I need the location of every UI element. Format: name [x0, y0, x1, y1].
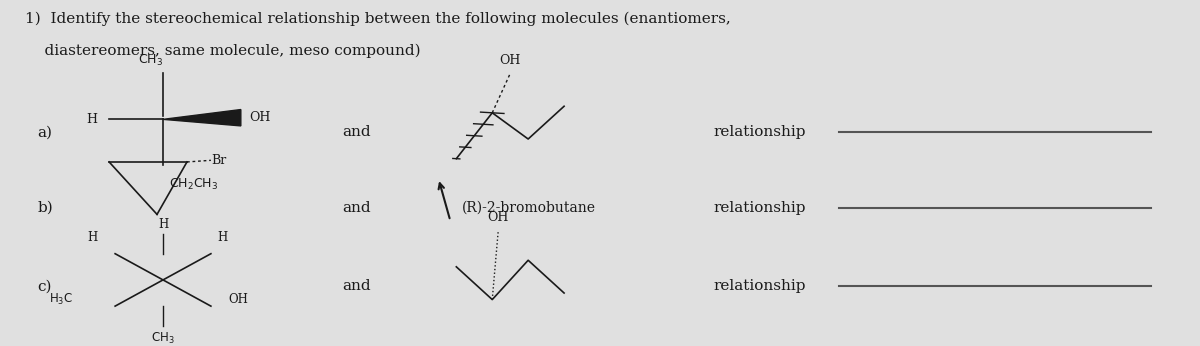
Text: H: H — [86, 113, 97, 126]
Text: $\mathsf{CH_3}$: $\mathsf{CH_3}$ — [138, 53, 163, 68]
Text: 1)  Identify the stereochemical relationship between the following molecules (en: 1) Identify the stereochemical relations… — [25, 11, 731, 26]
Text: OH: OH — [487, 211, 509, 224]
Text: Br: Br — [211, 154, 226, 167]
Text: and: and — [342, 201, 371, 215]
Text: c): c) — [37, 280, 52, 293]
Text: a): a) — [37, 126, 53, 139]
Text: and: and — [342, 126, 371, 139]
Text: OH: OH — [229, 293, 248, 306]
Text: H: H — [86, 231, 97, 244]
Text: H: H — [217, 231, 227, 244]
Polygon shape — [163, 110, 241, 126]
Text: diastereomers, same molecule, meso compound): diastereomers, same molecule, meso compo… — [25, 44, 421, 58]
Text: $\mathsf{CH_3}$: $\mathsf{CH_3}$ — [151, 331, 175, 346]
Text: H: H — [158, 218, 168, 231]
Text: (R)-2-bromobutane: (R)-2-bromobutane — [462, 201, 596, 215]
Text: OH: OH — [499, 54, 521, 67]
Text: OH: OH — [250, 111, 270, 124]
Text: and: and — [342, 280, 371, 293]
Text: b): b) — [37, 201, 53, 215]
Text: $\mathsf{CH_2CH_3}$: $\mathsf{CH_2CH_3}$ — [169, 177, 218, 192]
Text: relationship: relationship — [714, 201, 806, 215]
Text: relationship: relationship — [714, 126, 806, 139]
Text: $\mathsf{H_3C}$: $\mathsf{H_3C}$ — [49, 292, 73, 307]
Text: relationship: relationship — [714, 280, 806, 293]
